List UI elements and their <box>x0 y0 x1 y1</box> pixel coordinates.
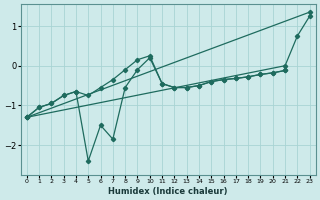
X-axis label: Humidex (Indice chaleur): Humidex (Indice chaleur) <box>108 187 228 196</box>
